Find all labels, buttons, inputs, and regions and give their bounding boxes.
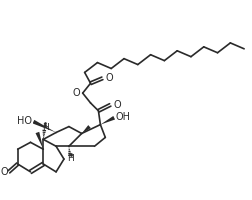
Polygon shape — [100, 116, 115, 125]
Text: OH: OH — [115, 112, 130, 122]
Text: H: H — [42, 123, 49, 132]
Polygon shape — [36, 132, 43, 149]
Polygon shape — [33, 120, 56, 132]
Text: H: H — [68, 154, 74, 163]
Text: HO: HO — [17, 116, 33, 126]
Text: O: O — [105, 73, 113, 83]
Text: O: O — [0, 167, 8, 177]
Text: O: O — [113, 100, 121, 110]
Polygon shape — [82, 125, 91, 133]
Text: O: O — [72, 88, 80, 98]
